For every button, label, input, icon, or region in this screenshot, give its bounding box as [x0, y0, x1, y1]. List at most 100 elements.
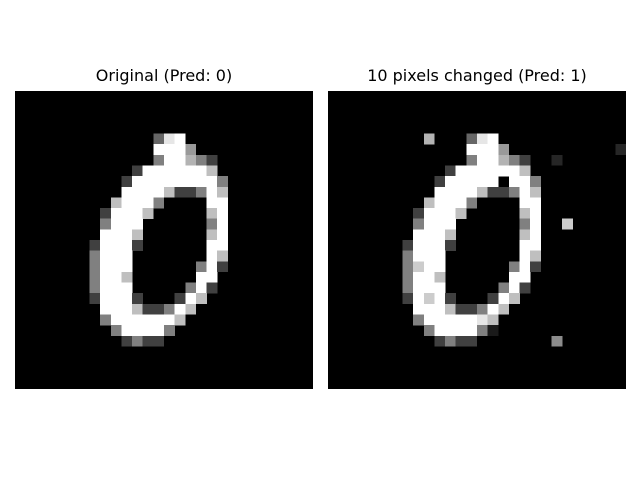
- perturbed-pixel: [530, 197, 542, 209]
- original-pixel: [206, 165, 218, 177]
- original-pixel: [164, 154, 175, 166]
- original-pixel: [174, 165, 186, 177]
- original-pixel: [100, 271, 111, 283]
- perturbed-pixel: [423, 133, 435, 145]
- perturbed-pixel: [434, 229, 446, 241]
- original-pixel: [153, 335, 165, 347]
- original-pixel: [195, 186, 207, 198]
- original-pixel: [217, 176, 229, 187]
- original-pixel: [121, 303, 133, 315]
- original-pixel: [121, 335, 133, 347]
- panel-title-perturbed: 10 pixels changed (Pred: 1): [367, 66, 587, 85]
- perturbed-pixel: [402, 250, 414, 262]
- perturbed-pixel: [519, 176, 531, 187]
- original-pixel: [217, 250, 229, 262]
- perturbed-pixel: [508, 293, 520, 305]
- perturbed-pixel: [530, 229, 542, 241]
- perturbed-pixel: [423, 218, 435, 230]
- original-pixel: [164, 144, 175, 156]
- original-pixel: [121, 208, 133, 219]
- original-pixel: [206, 208, 218, 219]
- original-pixel: [164, 325, 175, 336]
- original-pixel: [110, 261, 122, 273]
- original-pixel: [153, 197, 165, 209]
- perturbed-pixel: [413, 271, 424, 283]
- perturbed-pixel: [466, 314, 478, 326]
- original-pixel: [185, 154, 197, 166]
- perturbed-pixel: [487, 154, 499, 166]
- original-pixel: [153, 144, 165, 156]
- perturbed-pixel: [487, 176, 499, 187]
- original-pixel: [206, 240, 218, 251]
- perturbed-pixel: [445, 229, 456, 241]
- original-pixel: [153, 186, 165, 198]
- perturbed-pixel: [519, 197, 531, 209]
- original-pixel: [100, 314, 111, 326]
- original-pixel: [195, 282, 207, 294]
- original-pixel: [206, 250, 218, 262]
- perturbed-pixel: [466, 144, 478, 156]
- perturbed-pixel: [477, 186, 488, 198]
- original-pixel: [217, 240, 229, 251]
- original-pixel: [142, 314, 154, 326]
- original-pixel: [206, 261, 218, 273]
- original-pixel: [110, 240, 122, 251]
- perturbed-pixel: [530, 261, 542, 273]
- original-pixel: [100, 303, 111, 315]
- original-pixel: [132, 197, 143, 209]
- original-pixel: [132, 208, 143, 219]
- original-pixel: [217, 261, 229, 273]
- original-pixel: [217, 197, 229, 209]
- perturbed-pixel: [519, 240, 531, 251]
- original-pixel: [142, 186, 154, 198]
- original-pixel: [110, 314, 122, 326]
- original-pixel: [174, 144, 186, 156]
- perturbed-pixel: [519, 218, 531, 230]
- original-pixel: [174, 154, 186, 166]
- perturbed-pixel: [455, 208, 467, 219]
- perturbed-pixel: [423, 250, 435, 262]
- perturbed-pixel: [487, 165, 499, 177]
- perturbed-pixel: [498, 186, 510, 198]
- original-pixel: [217, 229, 229, 241]
- original-pixel: [153, 303, 165, 315]
- perturbed-pixel: [455, 176, 467, 187]
- perturbed-pixel: [498, 282, 510, 294]
- original-pixel: [142, 303, 154, 315]
- perturbed-pixel: [477, 165, 488, 177]
- perturbed-pixel: [434, 325, 446, 336]
- perturbed-pixel: [466, 176, 478, 187]
- original-pixel: [164, 303, 175, 315]
- original-pixel: [121, 240, 133, 251]
- perturbed-pixel: [402, 282, 414, 294]
- perturbed-pixel: [423, 282, 435, 294]
- original-pixel: [153, 325, 165, 336]
- original-pixel: [89, 250, 101, 262]
- perturbed-pixel: [466, 303, 478, 315]
- original-pixel: [110, 208, 122, 219]
- perturbed-pixel: [434, 208, 446, 219]
- perturbed-pixel: [434, 197, 446, 209]
- original-pixel: [110, 325, 122, 336]
- original-digit-image: [15, 91, 313, 389]
- perturbed-pixel: [477, 325, 488, 336]
- original-pixel: [164, 165, 175, 177]
- original-pixel: [89, 261, 101, 273]
- original-pixel: [121, 261, 133, 273]
- perturbed-pixel: [445, 240, 456, 251]
- original-pixel: [132, 176, 143, 187]
- perturbed-pixel: [477, 133, 488, 145]
- perturbed-pixel: [551, 154, 563, 166]
- perturbed-pixel: [423, 240, 435, 251]
- original-pixel: [132, 335, 143, 347]
- perturbed-pixel: [423, 293, 435, 305]
- original-pixel: [153, 314, 165, 326]
- original-pixel: [100, 261, 111, 273]
- perturbed-pixel: [487, 186, 499, 198]
- perturbed-pixel: [413, 229, 424, 241]
- perturbed-pixel: [423, 229, 435, 241]
- perturbed-pixel: [519, 271, 531, 283]
- original-pixel: [142, 335, 154, 347]
- perturbed-pixel: [498, 144, 510, 156]
- original-pixel: [132, 229, 143, 241]
